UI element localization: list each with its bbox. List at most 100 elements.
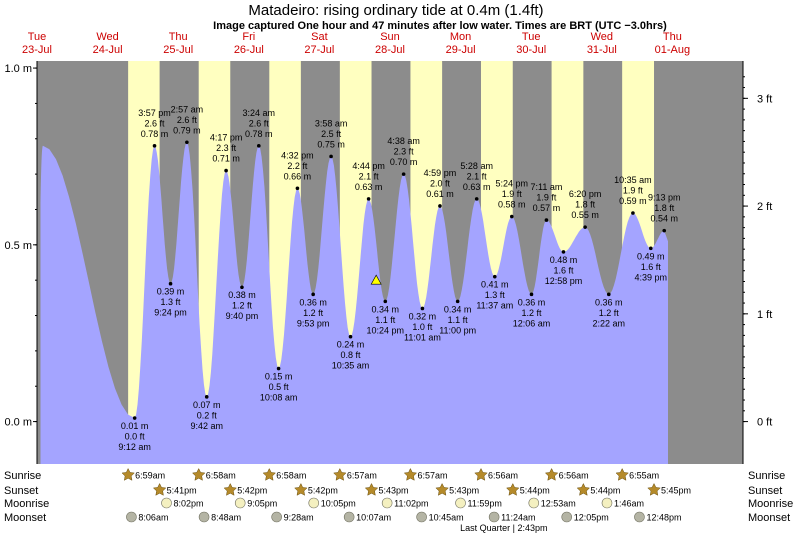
tide-label: 1.2 ft <box>599 308 620 318</box>
tide-label: 0.75 m <box>317 139 345 149</box>
astronomy-rows: Sunrise Sunrise 6:59am 6:58am 6:58am 6:57am 6:… <box>4 467 793 533</box>
tide-label: 0.59 m <box>619 196 647 206</box>
tide-label: 0.15 m <box>265 372 293 382</box>
sun-icon <box>474 467 488 481</box>
tide-label: 0.78 m <box>141 129 169 139</box>
sun-star <box>262 467 277 481</box>
sunset-time: 5:43pm <box>379 486 409 496</box>
tide-point <box>631 211 635 215</box>
moonrise-time: 1:46am <box>614 499 644 509</box>
tide-label: 2.3 ft <box>394 147 415 157</box>
right-tick-label: 0 ft <box>757 417 772 429</box>
tide-point <box>168 281 173 286</box>
sun-star <box>152 482 167 496</box>
sun-star <box>506 482 520 496</box>
tide-label: 1.9 ft <box>502 189 523 199</box>
day-date: 24-Jul <box>93 44 123 56</box>
tide-label: 1.3 ft <box>161 297 182 307</box>
tide-label: 0.63 m <box>463 182 491 192</box>
moonset-time: 8:48am <box>211 513 241 523</box>
tide-label: 2.0 ft <box>430 178 451 188</box>
tide-label: 10:08 am <box>260 393 298 403</box>
tide-label: 9:53 pm <box>297 318 330 328</box>
tide-label: 0.66 m <box>284 171 312 181</box>
tide-label: 1.3 ft <box>485 290 506 300</box>
tide-label: 2:22 am <box>593 318 626 328</box>
tide-curve <box>40 142 668 465</box>
day-date: 01-Aug <box>655 44 690 56</box>
tide-label: 11:01 am <box>404 332 441 342</box>
tide-point <box>455 299 460 304</box>
tide-label: 2.3 ft <box>216 143 237 153</box>
sunset-time: 5:41pm <box>167 486 197 496</box>
sun-icon <box>576 482 591 496</box>
tide-label: 4:39 pm <box>635 272 668 282</box>
tide-point <box>366 197 371 201</box>
tide-point <box>648 246 653 251</box>
tide-label: 0.34 m <box>444 304 472 314</box>
tide-point <box>132 416 137 420</box>
tide-label: 0.36 m <box>595 297 623 307</box>
sun-star <box>294 482 308 496</box>
tide-point <box>204 395 209 399</box>
sun-star <box>121 467 135 481</box>
tide-point <box>606 292 611 297</box>
tide-label: 0.39 m <box>157 287 185 297</box>
tide-label: 0.07 m <box>193 400 221 410</box>
sun-star <box>364 482 379 496</box>
day-date: 31-Jul <box>587 44 617 56</box>
tide-point <box>276 366 281 371</box>
tide-label: 1.2 ft <box>303 308 324 318</box>
tide-label: 6:20 pm <box>569 189 602 199</box>
sunrise-time: 6:58am <box>276 471 306 481</box>
moonset-time: 9:28am <box>284 513 314 523</box>
tide-point <box>509 214 514 219</box>
tide-label: 0.36 m <box>518 297 546 307</box>
sun-icon <box>333 467 347 481</box>
tide-label: 0.55 m <box>571 210 599 220</box>
tide-label: 0.58 m <box>498 200 526 210</box>
sun-icon <box>364 482 379 496</box>
moonrise-icon <box>601 497 613 509</box>
sun-icon <box>262 467 277 481</box>
sunrise-time: 6:57am <box>417 471 447 481</box>
axes: 0.0 m 0.5 m 1.0 m 0 ft 1 ft 2 ft 3 ft <box>4 61 772 464</box>
day-name: Mon <box>450 31 471 43</box>
moonrise-icon <box>528 497 540 509</box>
right-tick-label: 1 ft <box>757 309 772 321</box>
day-name: Sun <box>380 31 400 43</box>
row-label-right-sunset: Sunset <box>748 485 782 497</box>
tide-labels: 0.01 m0.0 ft9:12 am3:57 pm2.6 ft0.78 m0.… <box>118 104 680 452</box>
tide-label: 1.9 ft <box>536 193 557 203</box>
day-name: Sat <box>311 31 328 43</box>
tide-label: 0.41 m <box>481 280 509 290</box>
moonrise-icon <box>308 497 320 509</box>
tide-label: 9:40 pm <box>226 311 259 321</box>
left-tick-label: 0.0 m <box>4 417 32 429</box>
sunrise-time: 6:56am <box>559 471 589 481</box>
moonset-icon <box>561 511 573 523</box>
sunset-time: 5:45pm <box>661 486 691 496</box>
day-name: Tue <box>522 31 541 43</box>
tide-point <box>420 306 425 311</box>
tide-label: 0.0 ft <box>125 432 146 442</box>
moonset-icon <box>198 511 210 523</box>
tide-label: 1.9 ft <box>623 186 644 196</box>
tide-label: 3:24 am <box>243 108 276 118</box>
tide-label: 0.38 m <box>228 290 256 300</box>
tide-label: 2.6 ft <box>177 115 198 125</box>
sun-star <box>223 482 237 496</box>
tide-point <box>152 144 157 148</box>
sun-star <box>647 482 661 496</box>
tide-point <box>240 285 244 290</box>
moonrise-time: 10:05pm <box>321 499 356 509</box>
tide-label: 2.5 ft <box>321 129 342 139</box>
tide-label: 2.6 ft <box>145 118 166 128</box>
day-date: 25-Jul <box>163 44 193 56</box>
tide-point <box>401 172 406 176</box>
moonset-icon <box>343 511 355 523</box>
row-label-right-moonset: Moonset <box>748 512 790 524</box>
sun-star <box>544 467 559 481</box>
sun-star <box>333 467 347 481</box>
